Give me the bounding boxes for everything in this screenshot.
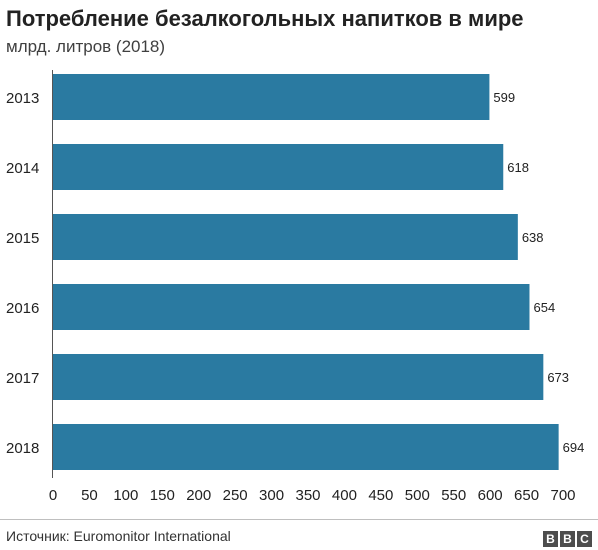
bbc-logo-letter: C <box>577 531 592 547</box>
bbc-logo-letter: B <box>543 531 558 547</box>
x-tick-label: 150 <box>150 487 175 504</box>
bar <box>53 284 530 330</box>
bar-chart: 2013 599 2014 618 2015 638 2016 654 2017 673 2018 6… <box>6 70 585 504</box>
category-label: 2013 <box>6 90 39 107</box>
x-tick-label: 250 <box>223 487 248 504</box>
category-label: 2015 <box>6 230 39 247</box>
x-tick-label: 650 <box>514 487 539 504</box>
data-label: 694 <box>563 440 585 455</box>
bar <box>53 144 504 190</box>
chart-title: Потребление безалкогольных напитков в ми… <box>6 6 524 31</box>
x-tick-label: 350 <box>295 487 320 504</box>
x-tick-label: 100 <box>113 487 138 504</box>
footer-divider <box>0 519 598 520</box>
x-tick-label: 600 <box>478 487 503 504</box>
data-label: 673 <box>547 370 569 385</box>
x-tick-label: 450 <box>368 487 393 504</box>
data-label: 618 <box>507 160 529 175</box>
category-label: 2014 <box>6 160 39 177</box>
data-label: 599 <box>493 90 515 105</box>
category-label: 2017 <box>6 370 39 387</box>
x-tick-label: 400 <box>332 487 357 504</box>
source-note: Источник: Euromonitor International <box>6 528 231 544</box>
bbc-logo-letter: B <box>560 531 575 547</box>
x-tick-label: 300 <box>259 487 284 504</box>
data-label: 638 <box>522 230 544 245</box>
x-tick-label: 0 <box>49 487 57 504</box>
data-label: 654 <box>533 300 555 315</box>
x-tick-label: 550 <box>441 487 466 504</box>
x-tick-label: 200 <box>186 487 211 504</box>
x-tick-label: 500 <box>405 487 430 504</box>
x-tick-label: 700 <box>550 487 575 504</box>
category-label: 2018 <box>6 440 39 457</box>
bar <box>53 74 490 120</box>
bar <box>53 354 544 400</box>
bbc-logo: B B C <box>543 531 592 547</box>
bar <box>53 424 559 470</box>
chart-subtitle: млрд. литров (2018) <box>6 37 166 56</box>
category-label: 2016 <box>6 300 39 317</box>
x-tick-label: 50 <box>81 487 98 504</box>
bar <box>53 214 518 260</box>
